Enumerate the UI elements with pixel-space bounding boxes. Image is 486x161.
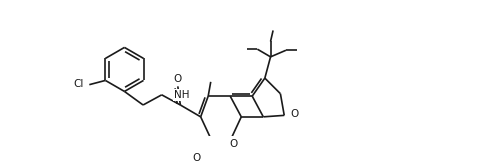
Text: Cl: Cl <box>73 79 84 89</box>
Text: O: O <box>290 109 298 119</box>
Text: O: O <box>229 139 238 149</box>
Text: O: O <box>174 74 182 84</box>
Text: NH: NH <box>174 90 189 100</box>
Text: O: O <box>192 153 201 161</box>
